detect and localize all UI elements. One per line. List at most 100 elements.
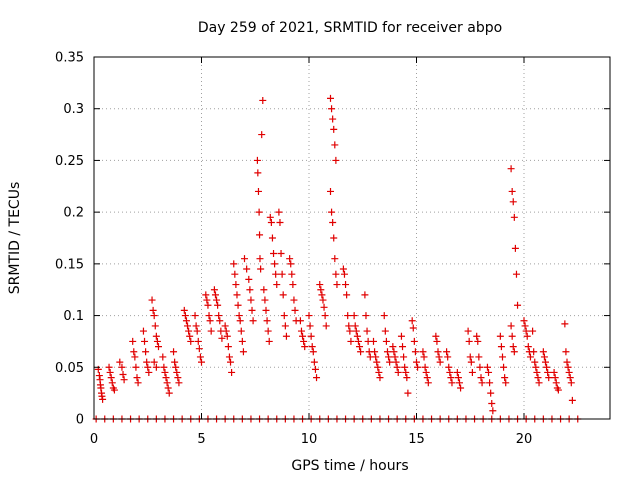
data-point [273, 281, 281, 289]
axis-ticks: 0 0.05 0.1 0.15 0.2 0.25 0.3 0.35 0 5 10 15 20 [55, 51, 610, 447]
data-point [356, 343, 364, 351]
data-point [98, 392, 106, 400]
data-point [394, 368, 402, 376]
data-point [191, 312, 199, 320]
data-point [259, 96, 267, 104]
data-point [331, 141, 339, 149]
data-point [297, 327, 305, 335]
data-point [419, 348, 427, 356]
data-point [289, 281, 297, 289]
data-point [443, 348, 451, 356]
data-point [222, 327, 230, 335]
data-point [280, 312, 288, 320]
data-point [235, 312, 243, 320]
data-point [227, 358, 235, 366]
data-point [489, 407, 497, 415]
data-point [401, 363, 409, 371]
data-point [221, 322, 229, 330]
x-axis-label: GPS time / hours [291, 458, 408, 474]
plot-frame [93, 56, 611, 420]
data-point [248, 306, 256, 314]
data-point [386, 358, 394, 366]
data-point [238, 337, 246, 345]
data-point [249, 317, 257, 325]
data-point [160, 363, 168, 371]
data-point [198, 358, 205, 366]
data-point [187, 337, 195, 345]
data-point [511, 244, 519, 252]
data-point [185, 327, 193, 335]
data-point [376, 374, 384, 382]
data-point [510, 348, 518, 356]
data-point [563, 358, 571, 366]
data-point [502, 379, 510, 387]
data-point [473, 332, 481, 340]
data-point [448, 379, 456, 387]
data-point [215, 312, 223, 320]
data-point [432, 332, 440, 340]
data-point [345, 322, 353, 330]
data-point [145, 368, 153, 376]
data-point [247, 296, 255, 304]
data-point [372, 353, 380, 361]
data-point [206, 317, 214, 325]
data-point [346, 327, 354, 335]
data-point [339, 265, 347, 273]
data-point [545, 374, 553, 382]
data-point [535, 379, 543, 387]
data-point [330, 234, 338, 242]
data-point [353, 332, 361, 340]
data-point [319, 296, 327, 304]
data-point [457, 384, 465, 392]
data-point [540, 353, 548, 361]
data-point [181, 312, 189, 320]
data-point [132, 363, 140, 371]
data-point [195, 345, 203, 353]
data-point [390, 348, 398, 356]
data-point [97, 384, 105, 392]
data-point [225, 353, 233, 361]
data-point [328, 208, 336, 216]
data-point [321, 312, 329, 320]
x-tick-label: 15 [408, 432, 425, 447]
data-point [521, 322, 529, 330]
data-point [230, 260, 238, 268]
data-point [301, 343, 309, 351]
data-point [333, 281, 341, 289]
data-point [508, 332, 516, 340]
data-point [258, 131, 266, 139]
data-point [380, 312, 388, 320]
data-point [413, 358, 420, 366]
y-tick-label: 0.3 [63, 102, 84, 117]
data-point [332, 156, 340, 164]
data-point [267, 218, 275, 226]
data-point [526, 353, 534, 361]
data-point [170, 348, 178, 356]
data-point [332, 270, 340, 278]
data-point [373, 358, 381, 366]
data-point [306, 322, 314, 330]
data-point [192, 322, 200, 330]
x-tick-label: 10 [301, 432, 318, 447]
data-point [254, 187, 262, 195]
y-tick-label: 0.35 [55, 51, 84, 66]
data-point [151, 322, 159, 330]
data-point [290, 296, 298, 304]
data-point [255, 208, 263, 216]
data-point [233, 291, 241, 299]
data-point [501, 374, 509, 382]
data-point [478, 379, 486, 387]
data-point [409, 324, 417, 332]
data-point [532, 363, 540, 371]
y-tick-label: 0 [76, 413, 84, 428]
data-point [410, 337, 418, 345]
data-point [474, 337, 482, 345]
data-point [245, 275, 253, 283]
data-point [310, 358, 318, 366]
data-point [163, 379, 171, 387]
data-point [554, 386, 562, 394]
data-point [159, 353, 167, 361]
data-point [243, 265, 251, 273]
data-point [131, 353, 139, 361]
data-point [234, 301, 242, 309]
